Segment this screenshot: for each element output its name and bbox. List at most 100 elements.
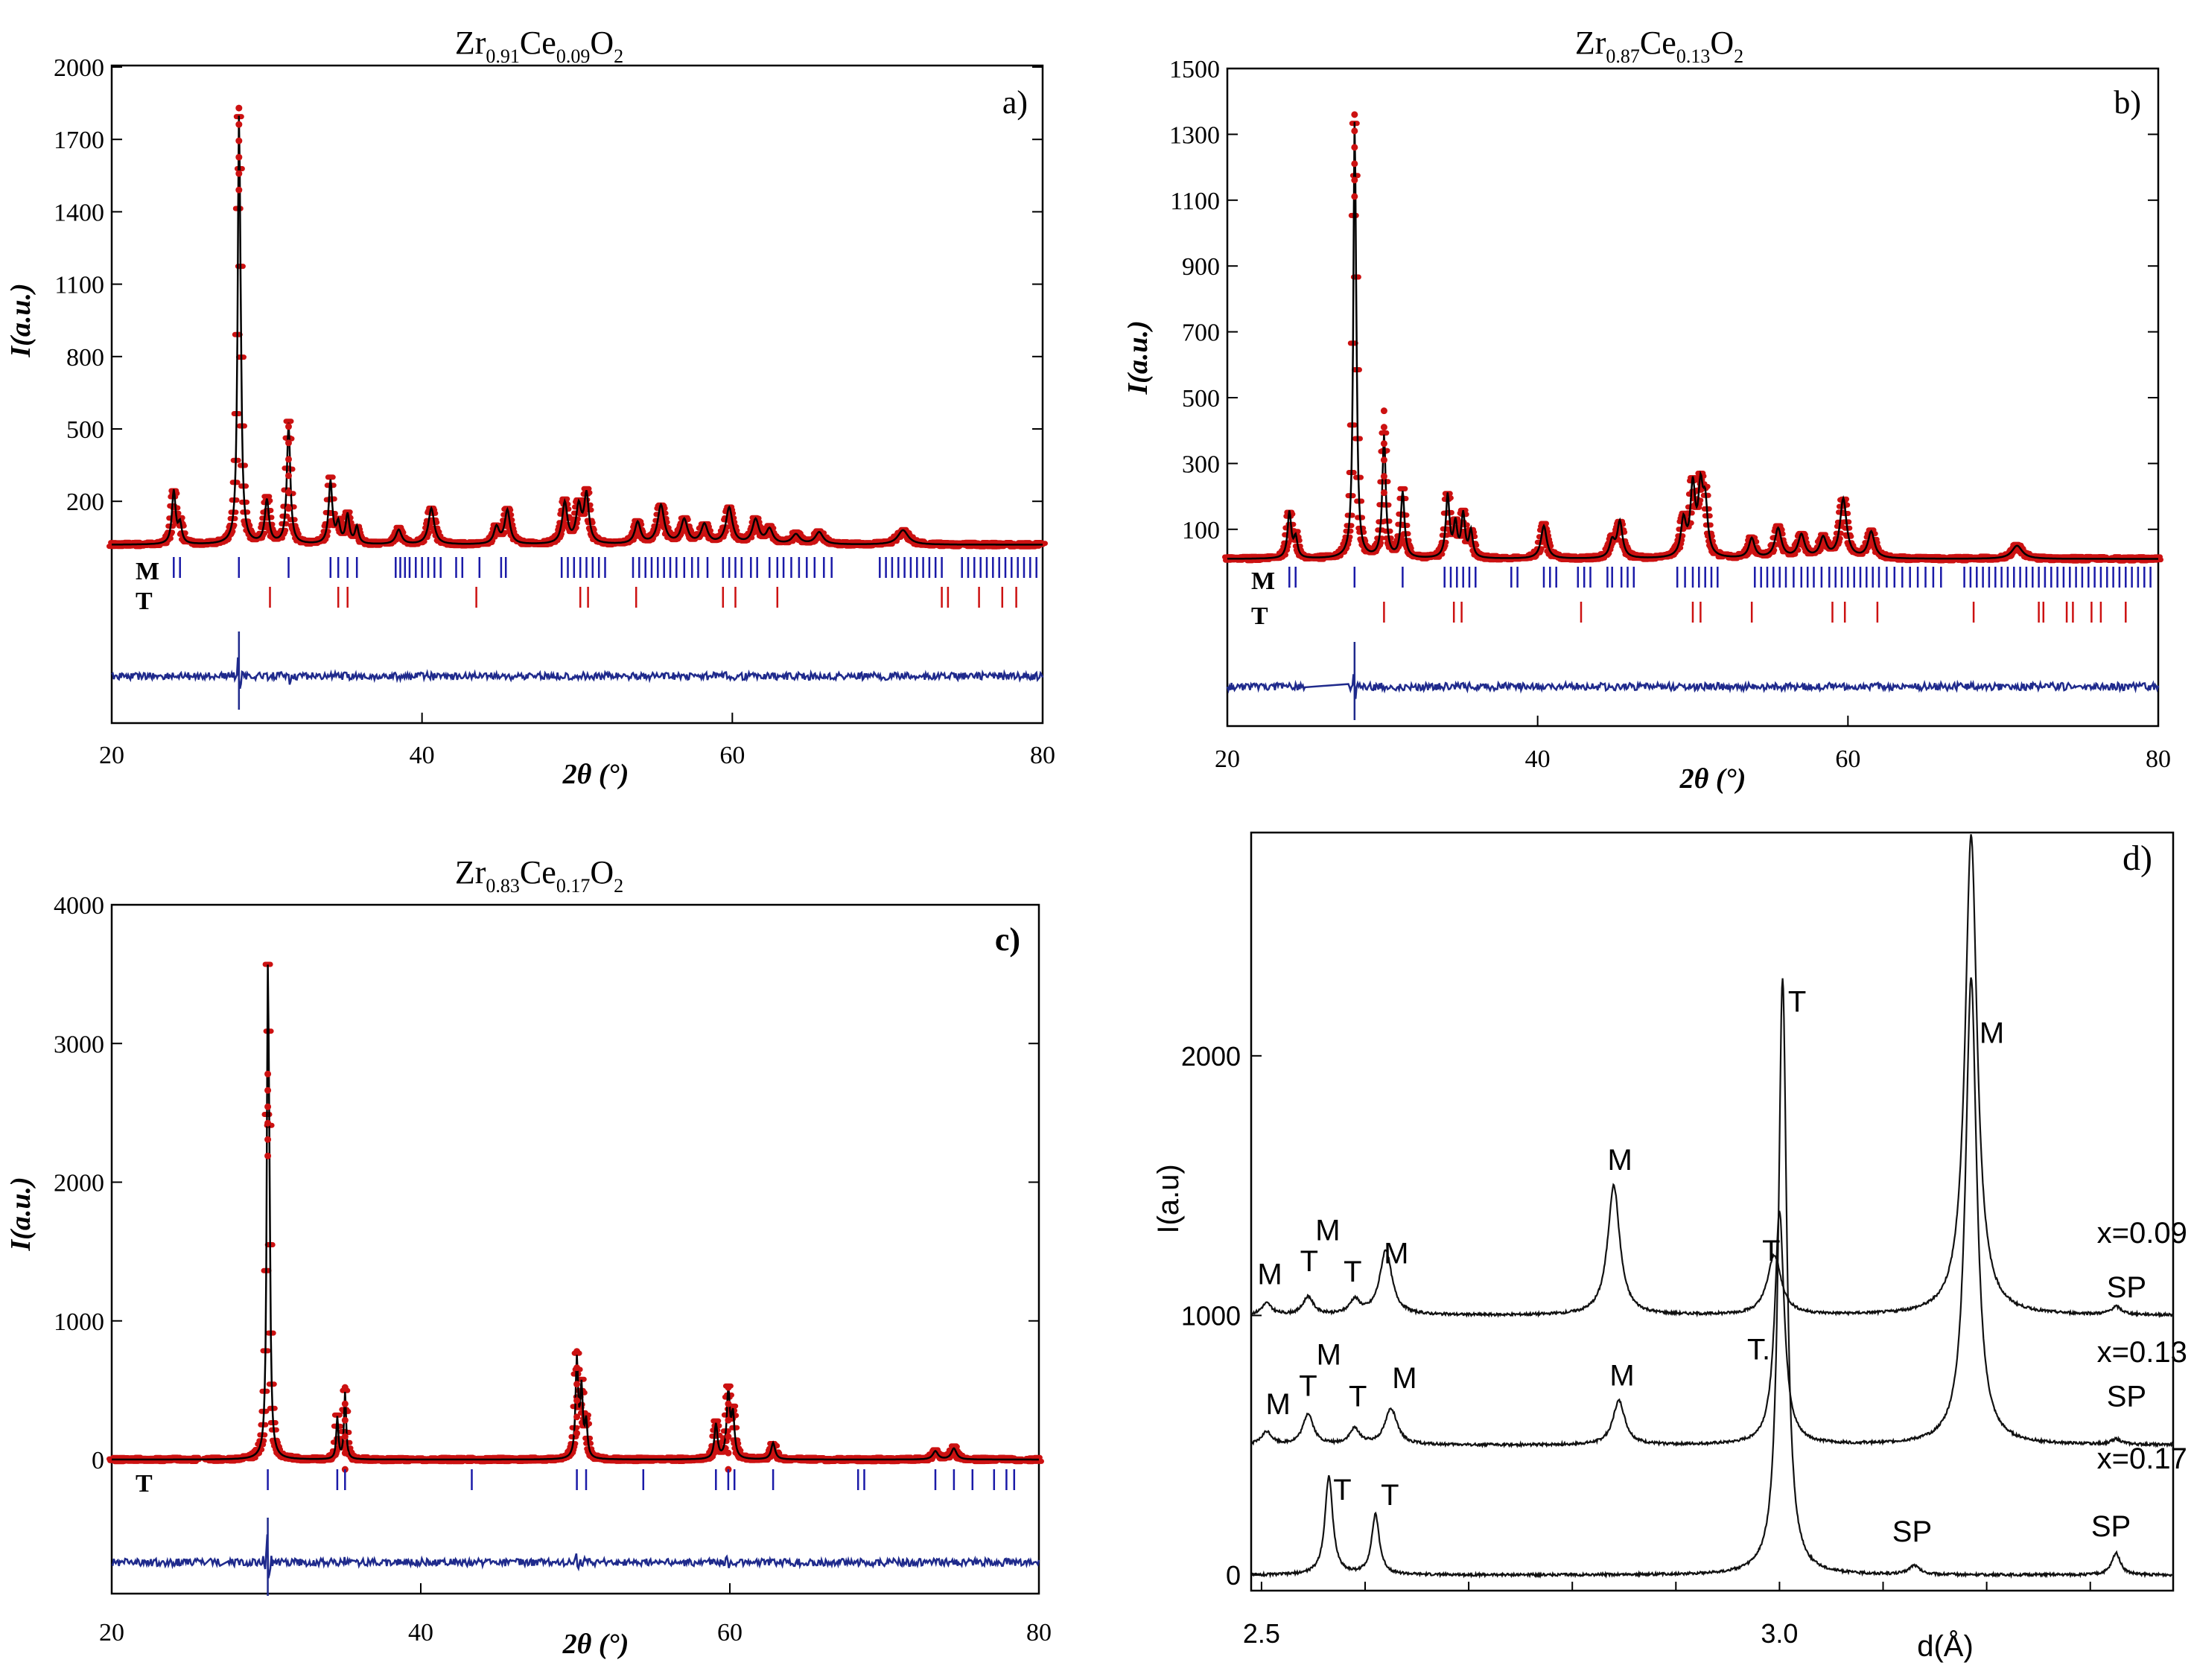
panel-d-annotation: x=0.17 <box>2097 1442 2187 1475</box>
panel-c-ytick-label: 4000 <box>54 892 104 920</box>
panel-a-difference-curve <box>111 657 1044 689</box>
panel-b-ytick-label: 700 <box>1182 319 1220 347</box>
panel-a-observed-point <box>235 137 243 144</box>
panel-a-ytick-label: 1700 <box>54 127 104 154</box>
panel-d-ytick-label: 1000 <box>1181 1300 1241 1331</box>
panel-c-phase-ticks-T <box>267 1469 1016 1490</box>
panel-c-calculated-line <box>112 964 1039 1461</box>
panel-a-title: Zr0.91Ce0.09O2 <box>455 25 623 67</box>
panel-b-plot-area: 100 300 500 700 900 1100 1300 1500 20 40 60 80 MT <box>1169 56 2171 773</box>
panel-a-ylabel: I(a.u.) <box>5 283 36 357</box>
panel-d-ytick-label: 0 <box>1226 1560 1241 1591</box>
panel-d-xtick-label: 2.5 <box>1243 1618 1280 1649</box>
panel-c-observed-point <box>573 1348 581 1355</box>
panel-b-difference-curve <box>1226 674 2160 699</box>
panel-c-observed-point <box>725 1400 732 1407</box>
panel-b-ytick-label: 1100 <box>1170 188 1220 215</box>
panel-d-annotation: SP <box>2091 1510 2131 1543</box>
panel-b-xlabel: 2θ (°) <box>1679 763 1746 795</box>
panel-c-observed-point <box>341 1433 349 1440</box>
panel-c-title: Zr0.83Ce0.17O2 <box>455 854 623 897</box>
panel-c-observed-point <box>725 1449 732 1457</box>
panel-c-observed-point <box>573 1364 581 1372</box>
panel-d-annotation: M <box>1384 1238 1408 1270</box>
panel-b-xtick-label: 20 <box>1215 745 1240 773</box>
panel-a-observed-point <box>235 186 243 194</box>
panel-b-phase-label: M <box>1251 567 1275 595</box>
panel-b-observed-point <box>1351 160 1358 168</box>
panel-a-observed-point <box>235 121 243 128</box>
panel-d-annotation: M <box>1392 1362 1416 1395</box>
panel-d-annotation: T <box>1300 1245 1318 1278</box>
panel-b-observed-point <box>1380 424 1387 431</box>
panel-d-annotation: T <box>1344 1256 1361 1288</box>
panel-d-annotation: T <box>1333 1474 1351 1506</box>
panel-a-ytick-label: 500 <box>66 416 104 444</box>
panel-d-annotation: M <box>1608 1144 1632 1177</box>
panel-a-phase-ticks-T <box>269 587 1017 608</box>
panel-d-label: d) <box>2123 839 2152 878</box>
panel-d-annotation: x=0.09 <box>2097 1217 2187 1250</box>
panel-c-observed-point <box>573 1413 581 1421</box>
panel-c-observed-point <box>573 1397 581 1404</box>
panel-a-observed-point <box>235 153 243 161</box>
panel-d-series-x=0.17 <box>1250 978 2174 1579</box>
panel-c-ytick-label: 2000 <box>54 1170 104 1197</box>
panel-b-observed-point <box>1380 440 1387 448</box>
panel-c: Zr0.83Ce0.17O2 c) 2θ (°) I(a.u.) 0 1000 20… <box>5 854 1052 1660</box>
panel-b-phase-label: T <box>1251 602 1268 630</box>
panel-b-observed-point <box>1351 144 1358 151</box>
panel-d-ytick-label: 2000 <box>1181 1041 1241 1072</box>
panel-b-phase-ticks-M <box>1288 567 2152 588</box>
panel-d-series-x=0.09 <box>1250 834 2175 1319</box>
panel-c-observed-point <box>264 1070 272 1078</box>
panel-a-ytick-label: 2000 <box>54 54 104 82</box>
panel-b-ytick-label: 1300 <box>1169 121 1220 149</box>
panel-d-xlabel: d(Å) <box>1917 1629 1974 1663</box>
panel-c-observed-point <box>264 1086 272 1094</box>
panel-d-annotation: M <box>1609 1360 1634 1393</box>
panel-c-ytick-label: 3000 <box>54 1031 104 1058</box>
panel-a-xtick-label: 80 <box>1030 742 1055 769</box>
panel-b-phase-ticks-T <box>1383 602 2127 623</box>
panel-c-observed-point <box>725 1433 732 1440</box>
panel-a-plot-area: 200 500 800 1100 1400 1700 2000 20 40 60 80 MT <box>54 54 1055 769</box>
panel-a-observed-point <box>285 489 292 496</box>
panel-b-title: Zr0.87Ce0.13O2 <box>1575 25 1743 67</box>
panel-a-observed-point <box>235 170 243 177</box>
panel-d-annotation: T. <box>1747 1334 1770 1366</box>
panel-b-observed-point <box>1351 127 1358 135</box>
panel-c-ytick-label: 0 <box>92 1447 104 1474</box>
panel-b-ylabel: I(a.u.) <box>1122 320 1154 395</box>
panel-a-ytick-label: 1100 <box>54 272 104 299</box>
panel-d-annotation: M <box>1257 1259 1282 1291</box>
panel-b-observed-point <box>1351 193 1358 200</box>
panel-a-xtick-label: 20 <box>99 742 124 769</box>
panel-c-ylabel: I(a.u.) <box>5 1177 36 1251</box>
panel-a-phase-label: M <box>136 558 159 585</box>
panel-c-ytick-label: 1000 <box>54 1308 104 1336</box>
panel-b-observed-point <box>1351 111 1358 118</box>
panel-b-xtick-label: 40 <box>1525 745 1551 773</box>
panel-d-annotation: T <box>1788 986 1806 1019</box>
panel-c-xtick-label: 60 <box>717 1619 743 1646</box>
panel-d-annotation: SP <box>2107 1380 2146 1413</box>
panel-c-observed-point <box>341 1449 349 1457</box>
panel-a-observed-point <box>285 439 292 447</box>
panel-a-xlabel: 2θ (°) <box>562 759 629 790</box>
panel-d-annotation: M <box>1317 1339 1341 1372</box>
panel-b: Zr0.87Ce0.13O2 b) 2θ (°) I(a.u.) 100 300 5… <box>1122 25 2171 795</box>
panel-a-frame <box>110 64 1044 725</box>
panel-b-ytick-label: 900 <box>1182 253 1220 281</box>
panel-d-annotation: SP <box>2107 1271 2146 1304</box>
panel-c-observed-point <box>264 1152 272 1159</box>
panel-c-label: c) <box>995 921 1020 958</box>
panel-c-observed-point <box>341 1416 349 1424</box>
panel-b-ytick-label: 1500 <box>1169 56 1220 83</box>
panel-c-xtick-label: 80 <box>1026 1619 1052 1646</box>
panel-d-annotation: T <box>1299 1370 1317 1403</box>
